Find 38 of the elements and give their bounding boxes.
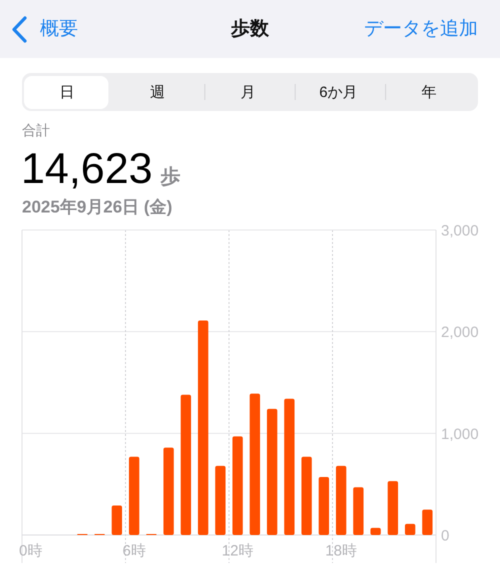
y-tick-label: 0: [441, 528, 450, 544]
bar: [215, 466, 226, 535]
text: 合計: [22, 122, 50, 138]
bar: [318, 477, 330, 535]
text: 14,623: [21, 145, 153, 193]
text: 年: [421, 84, 436, 101]
y-tick-label: 3,000: [441, 222, 479, 240]
chart-subtitle: 2025年9月26日 (金): [22, 198, 172, 216]
bar: [266, 408, 278, 535]
bar: [404, 524, 416, 535]
bar: [112, 506, 122, 535]
x-tick-label: 18時: [325, 542, 357, 560]
bar: [232, 436, 243, 535]
bar: [353, 487, 364, 535]
x-tick-label: 6時: [122, 542, 146, 560]
x-tick-label: 0時: [18, 542, 42, 560]
bar: [301, 456, 312, 535]
y-tick-label: 1,000: [441, 426, 479, 443]
bar: [284, 398, 295, 535]
bar: [422, 510, 433, 535]
text: 週: [150, 84, 166, 101]
chart-title: 歩数: [230, 18, 270, 40]
x-tick-label: 12時: [222, 542, 254, 560]
bar: [370, 528, 381, 535]
text: 6か月: [319, 84, 358, 101]
bar: [180, 394, 192, 535]
text: 月: [240, 84, 256, 101]
bar: [163, 448, 174, 535]
text: 概要: [40, 18, 78, 40]
bar: [388, 481, 398, 535]
y-tick-label: 2,000: [441, 324, 479, 342]
text: データを追加: [364, 18, 478, 40]
text: 日: [60, 84, 75, 101]
bar: [250, 394, 260, 535]
bar: [198, 320, 208, 535]
bar: [128, 456, 140, 535]
text: 歩: [160, 166, 181, 188]
bar: [336, 466, 346, 535]
